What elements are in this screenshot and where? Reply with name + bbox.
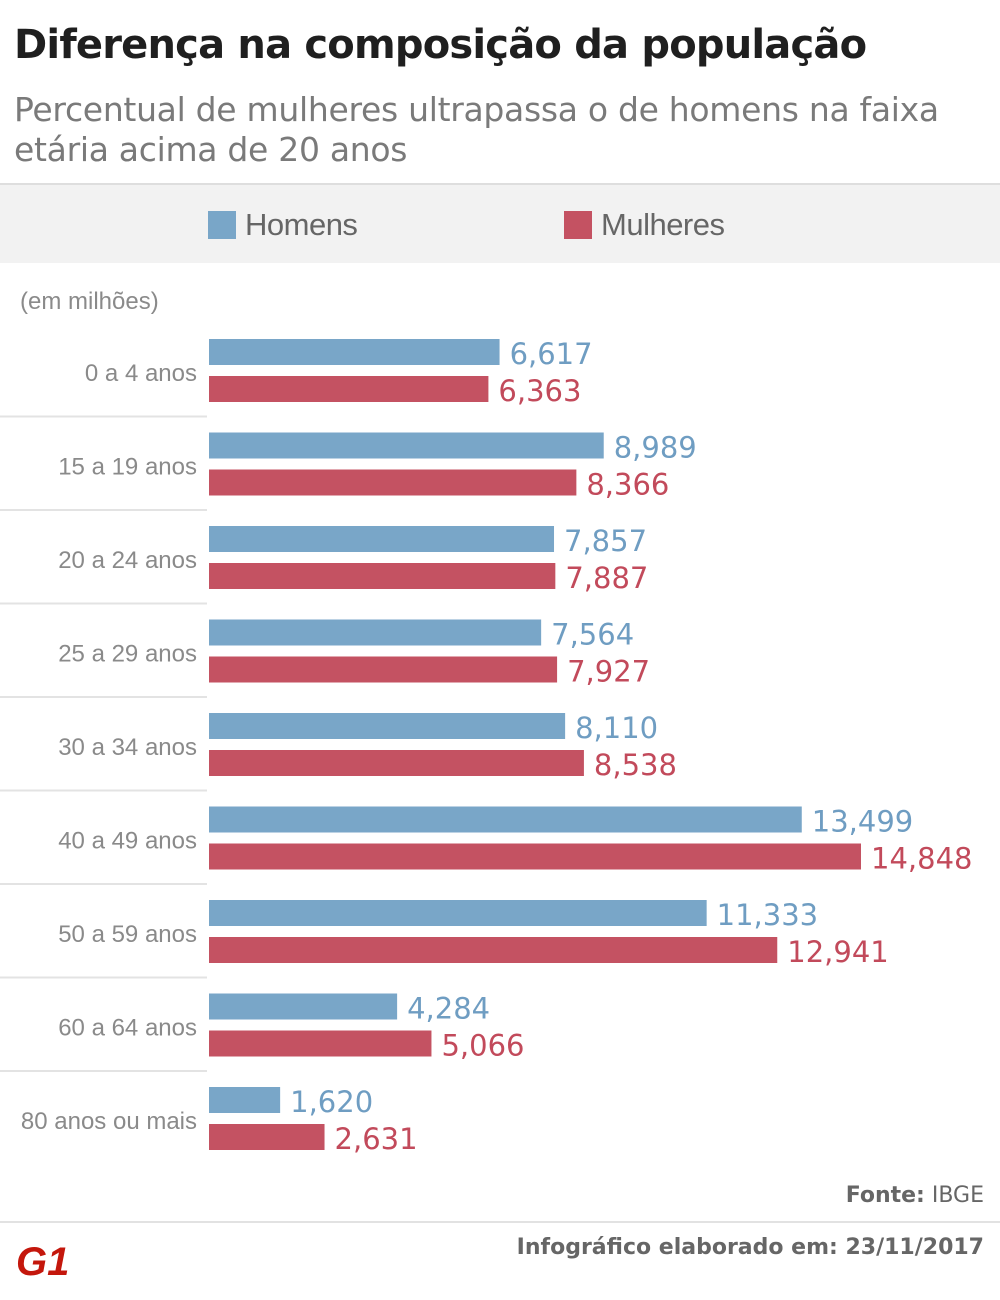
- footer-date: Infográfico elaborado em: 23/11/2017: [516, 1235, 984, 1260]
- source-prefix: Fonte:: [845, 1183, 925, 1208]
- bar-women: [209, 469, 577, 496]
- g1-logo-text: G1: [16, 1242, 69, 1280]
- legend-label-women: Mulheres: [601, 207, 725, 242]
- category-label: 25 a 29 anos: [58, 641, 197, 668]
- value-label-women: 8,538: [594, 748, 677, 782]
- value-label-men: 8,110: [575, 711, 658, 745]
- value-label-women: 7,887: [565, 561, 648, 595]
- bar-men: [209, 619, 542, 646]
- value-label-men: 11,333: [717, 898, 818, 932]
- value-label-women: 5,066: [441, 1029, 524, 1063]
- bar-men: [209, 900, 707, 926]
- bar-men: [209, 526, 555, 552]
- bar-women: [209, 1124, 325, 1150]
- bar-women: [209, 563, 556, 589]
- source-name: IBGE: [931, 1183, 984, 1208]
- unit-label: (em milhões): [20, 288, 159, 315]
- category-label: 30 a 34 anos: [58, 734, 197, 761]
- value-label-women: 7,927: [567, 655, 650, 689]
- bar-men: [209, 339, 500, 365]
- value-label-women: 14,848: [871, 842, 972, 876]
- value-label-women: 8,366: [586, 468, 669, 502]
- category-label: 40 a 49 anos: [58, 828, 197, 855]
- category-label: 60 a 64 anos: [58, 1015, 197, 1042]
- value-label-women: 6,363: [498, 374, 581, 408]
- value-label-men: 6,617: [510, 337, 593, 371]
- category-label: 15 a 19 anos: [58, 454, 197, 481]
- bar-women: [209, 1030, 432, 1057]
- bar-women: [209, 937, 778, 963]
- bar-men: [209, 432, 604, 459]
- value-label-men: 7,564: [551, 618, 634, 652]
- g1-logo: G1: [16, 1242, 69, 1280]
- category-label: 0 a 4 anos: [85, 360, 197, 387]
- bar-men: [209, 713, 566, 739]
- footer-divider: [0, 1221, 1000, 1223]
- bar-men: [209, 806, 802, 833]
- bar-men: [209, 1087, 281, 1113]
- bar-men: [209, 993, 398, 1020]
- value-label-men: 4,284: [407, 992, 490, 1026]
- value-label-women: 12,941: [787, 935, 888, 969]
- chart-title: Diferença na composição da população: [14, 22, 867, 68]
- legend-swatch-women: [564, 211, 592, 239]
- category-label: 80 anos ou mais: [21, 1108, 197, 1135]
- bar-women: [209, 750, 584, 776]
- chart-subtitle: Percentual de mulheres ultrapassa o de h…: [14, 90, 939, 169]
- legend-item-women: Mulheres: [564, 207, 725, 243]
- bar-women: [209, 843, 861, 870]
- category-label: 20 a 24 anos: [58, 547, 197, 574]
- value-label-men: 13,499: [812, 805, 913, 839]
- source-credit: Fonte: IBGE: [846, 1183, 984, 1208]
- value-label-men: 7,857: [564, 524, 647, 558]
- legend-item-men: Homens: [208, 207, 358, 243]
- bar-women: [209, 376, 489, 402]
- legend-label-men: Homens: [245, 207, 358, 242]
- bar-women: [209, 656, 558, 683]
- value-label-women: 2,631: [335, 1122, 418, 1156]
- legend-swatch-men: [208, 211, 236, 239]
- category-label: 50 a 59 anos: [58, 921, 197, 948]
- value-label-men: 8,989: [614, 431, 697, 465]
- legend: Homens Mulheres: [0, 185, 1000, 263]
- value-label-men: 1,620: [290, 1085, 373, 1119]
- header-divider: [0, 183, 1000, 185]
